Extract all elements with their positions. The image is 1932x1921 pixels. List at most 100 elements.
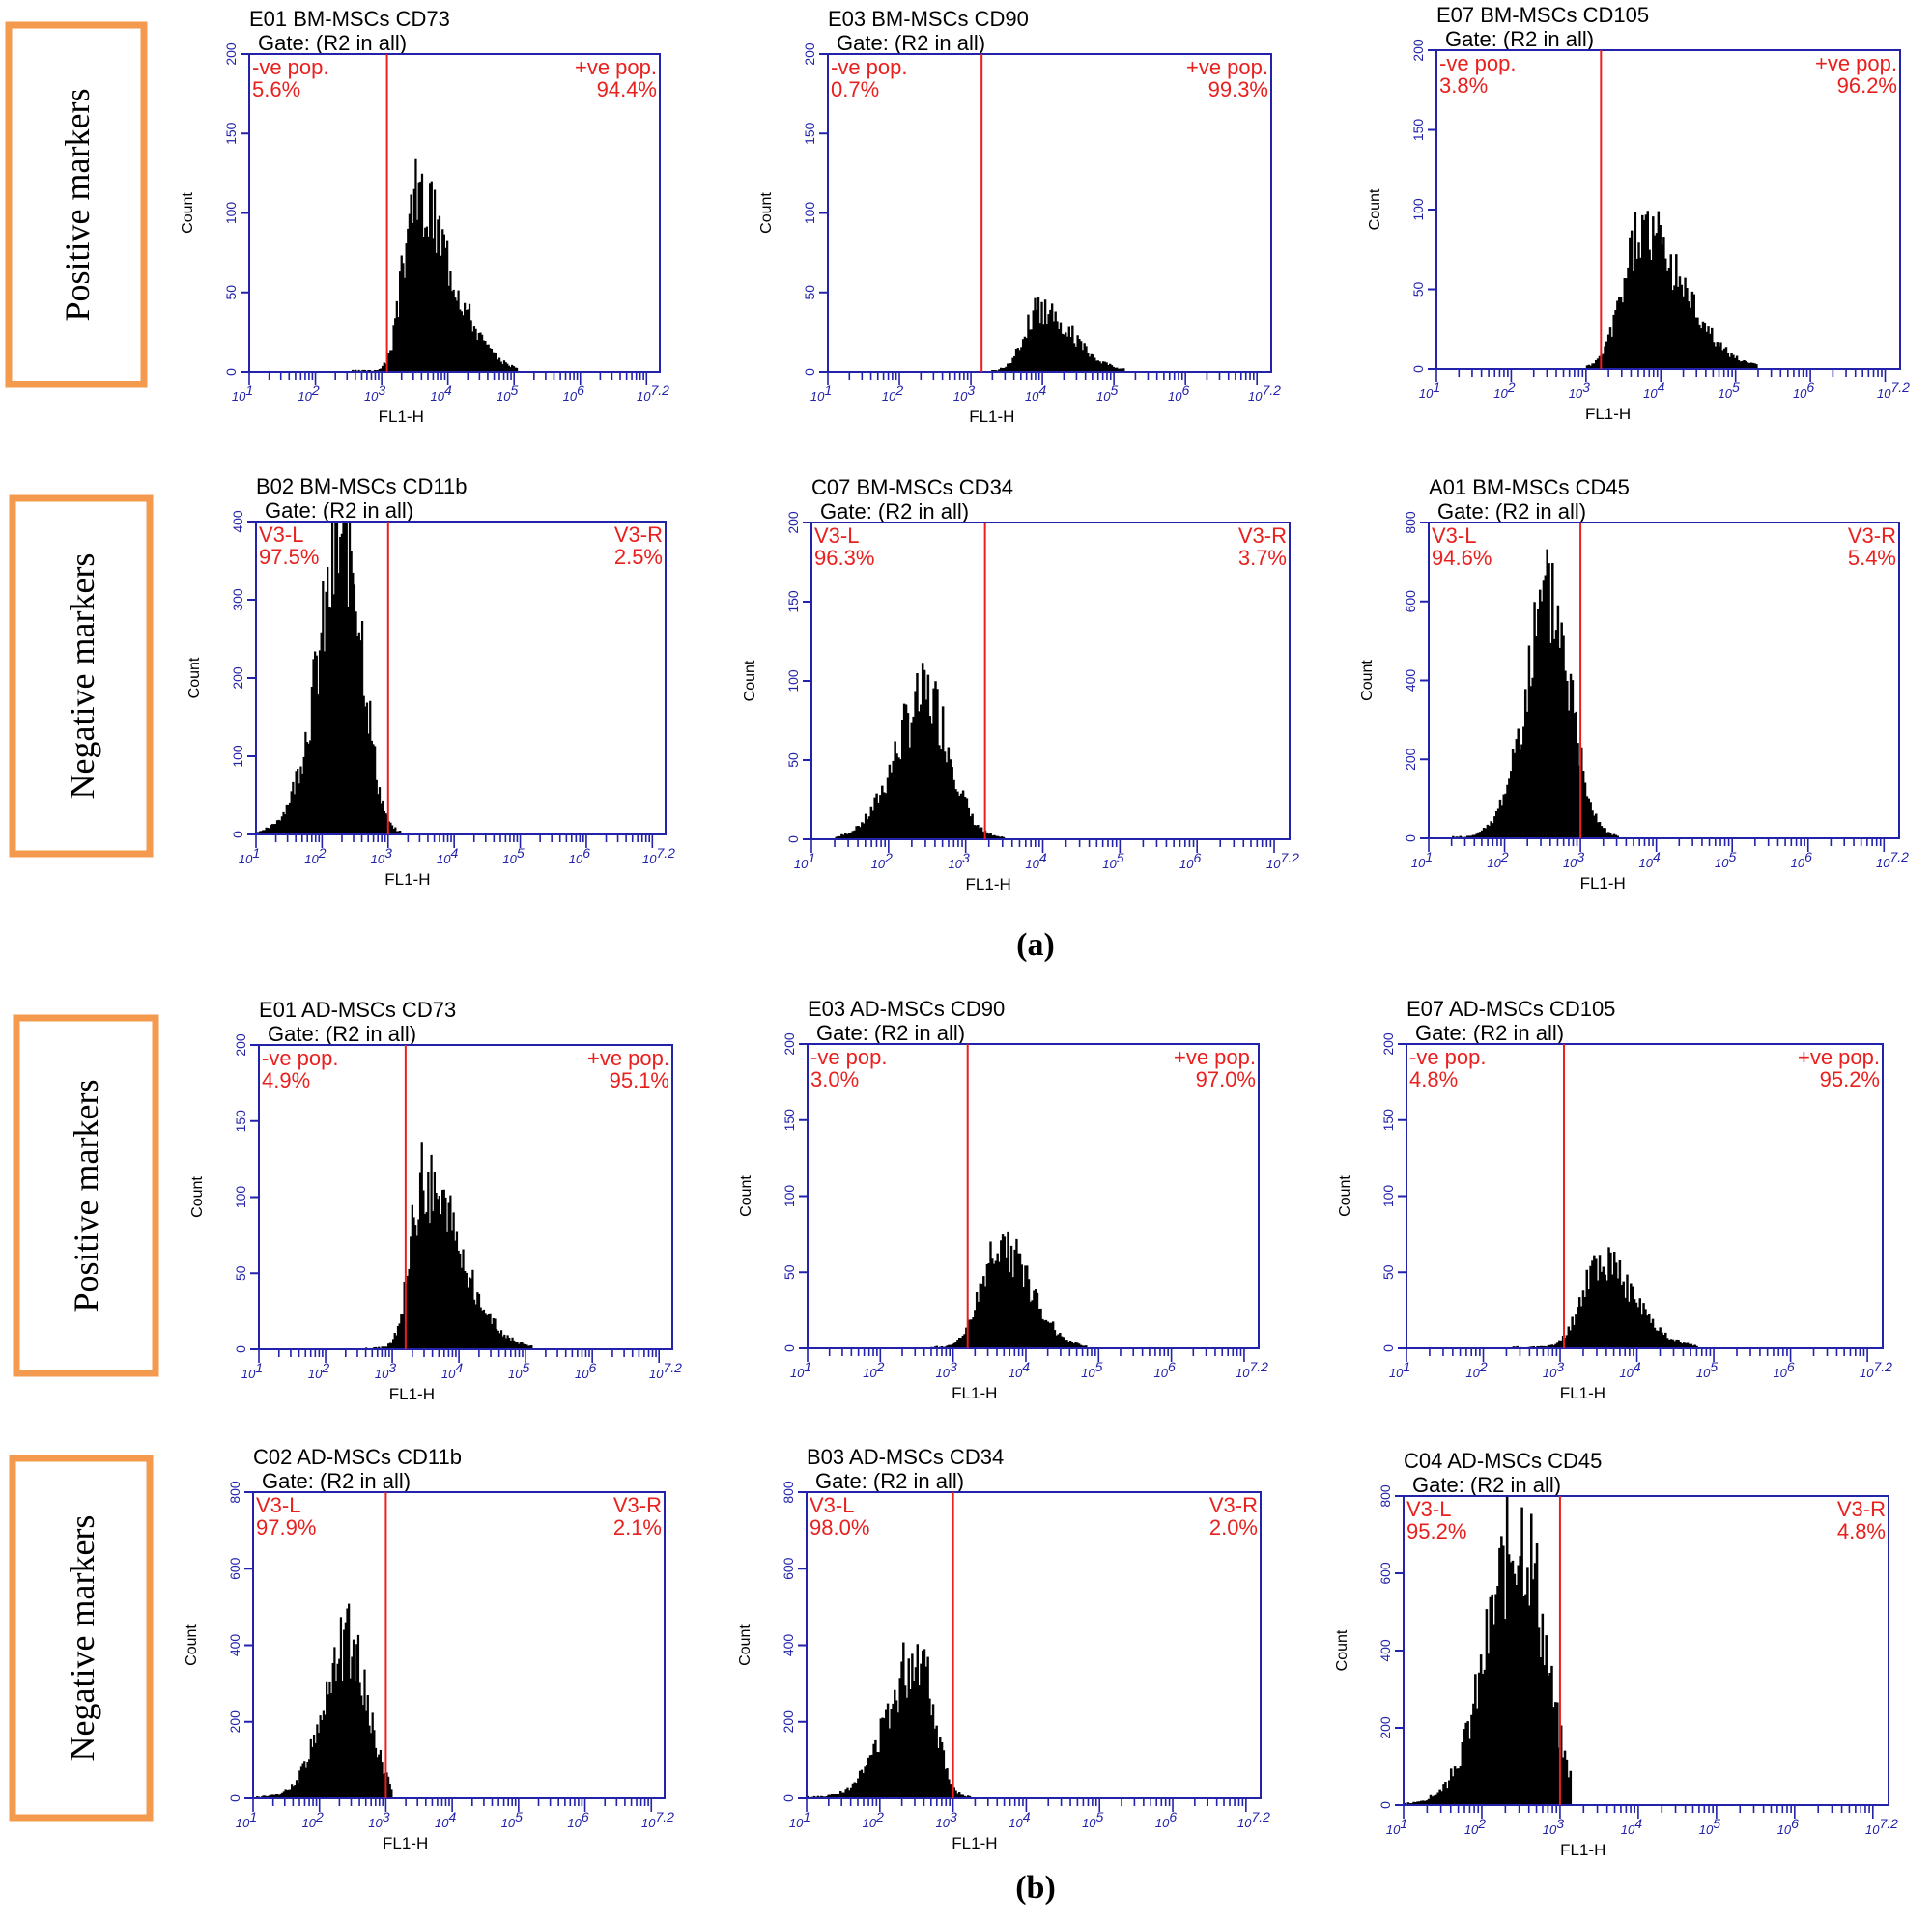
- left-region-value: 5.6%: [252, 77, 300, 101]
- left-region-value: 0.7%: [831, 77, 879, 101]
- x-tick-label: 107.2: [1236, 1359, 1268, 1380]
- y-tick-label: 50: [233, 1265, 248, 1281]
- gate-label: Gate: (R2 in all): [258, 31, 407, 55]
- histogram-bars: [252, 1603, 393, 1799]
- y-tick-label: 800: [1378, 1484, 1393, 1508]
- x-tick-label: 103: [935, 1809, 956, 1830]
- gate-label: Gate: (R2 in all): [268, 1022, 416, 1046]
- panel-title: C04 AD-MSCs CD45: [1404, 1449, 1602, 1473]
- x-tick-label: 104: [431, 382, 452, 404]
- x-tick-label: 104: [1621, 1816, 1642, 1837]
- subfigure-label-a: (a): [1016, 927, 1055, 963]
- histogram-bars: [991, 297, 1125, 373]
- y-tick-label: 50: [1410, 282, 1426, 297]
- left-region-label: -ve pop.: [810, 1045, 888, 1069]
- panel-title: B03 AD-MSCs CD34: [807, 1445, 1004, 1469]
- x-tick-label: 107.2: [637, 382, 669, 404]
- x-tick-label: 106: [1155, 1809, 1177, 1830]
- x-tick-label: 101: [790, 1359, 811, 1380]
- right-region-value: 2.0%: [1209, 1515, 1258, 1540]
- left-region-label: V3-L: [1406, 1497, 1451, 1521]
- histogram-bars: [1506, 1247, 1698, 1349]
- left-region-value: 97.9%: [256, 1515, 316, 1540]
- x-tick-label: 101: [1411, 849, 1433, 870]
- y-tick-label: 0: [223, 368, 239, 376]
- y-axis-label: Count: [180, 192, 196, 234]
- right-region-label: V3-R: [1837, 1497, 1886, 1521]
- x-tick-label: 101: [242, 1360, 263, 1381]
- y-tick-label: 200: [1378, 1716, 1393, 1739]
- y-tick-label: 50: [1380, 1264, 1396, 1280]
- right-region-label: +ve pop.: [1186, 55, 1268, 79]
- y-axis-label: Count: [1334, 1629, 1350, 1671]
- y-tick-label: 400: [230, 510, 245, 533]
- y-tick-label: 600: [1378, 1562, 1393, 1585]
- x-tick-label: 102: [871, 850, 893, 871]
- y-tick-label: 200: [785, 511, 801, 534]
- panel-title: B02 BM-MSCs CD11b: [256, 474, 467, 498]
- y-tick-label: 100: [785, 669, 801, 692]
- x-tick-label: 104: [1025, 850, 1046, 871]
- right-region-label: V3-R: [613, 1493, 662, 1517]
- x-tick-label: 106: [1793, 380, 1814, 401]
- x-tick-label: 107.2: [649, 1360, 682, 1381]
- x-axis-label: FL1-H: [383, 1834, 428, 1852]
- y-axis-label: Count: [186, 657, 203, 698]
- left-region-value: 95.2%: [1406, 1519, 1466, 1543]
- panel-title: E01 AD-MSCs CD73: [259, 998, 456, 1022]
- right-region-value: 2.5%: [614, 545, 663, 569]
- left-region-label: -ve pop.: [1439, 51, 1517, 75]
- right-region-label: +ve pop.: [1174, 1045, 1256, 1069]
- x-tick-label: 103: [1569, 380, 1590, 401]
- y-tick-label: 600: [1403, 590, 1418, 613]
- gate-label: Gate: (R2 in all): [265, 498, 413, 523]
- right-region-label: +ve pop.: [1815, 51, 1897, 75]
- plot-frame: [1428, 522, 1900, 839]
- x-tick-label: 105: [1082, 1809, 1103, 1830]
- y-tick-label: 100: [230, 745, 245, 768]
- x-tick-label: 107.2: [1266, 850, 1299, 871]
- x-tick-label: 102: [1465, 1359, 1487, 1380]
- x-tick-label: 102: [863, 1359, 884, 1380]
- panel-title: A01 BM-MSCs CD45: [1429, 475, 1630, 499]
- panel-title: E03 AD-MSCs CD90: [808, 997, 1005, 1021]
- row-label-box-a-positive: Positive markers: [5, 21, 148, 388]
- x-tick-label: 101: [810, 382, 832, 404]
- histogram-bars: [1452, 549, 1619, 839]
- left-region-value: 98.0%: [810, 1515, 869, 1540]
- x-tick-label: 103: [375, 1360, 396, 1381]
- left-region-value: 97.5%: [259, 545, 319, 569]
- row-label-box-b-negative: Negative markers: [9, 1455, 154, 1822]
- x-tick-label: 104: [435, 1809, 456, 1830]
- gate-label: Gate: (R2 in all): [1445, 27, 1594, 51]
- x-tick-label: 107.2: [642, 845, 675, 866]
- x-tick-label: 102: [304, 845, 326, 866]
- x-tick-label: 103: [1543, 1359, 1564, 1380]
- y-tick-label: 150: [785, 590, 801, 613]
- x-tick-label: 101: [794, 850, 815, 871]
- x-tick-label: 102: [298, 382, 319, 404]
- y-tick-label: 0: [781, 1794, 796, 1802]
- x-tick-label: 106: [1168, 382, 1189, 404]
- x-tick-label: 107.2: [1237, 1809, 1270, 1830]
- plot-frame: [1406, 1043, 1884, 1349]
- right-region-value: 97.0%: [1196, 1067, 1256, 1091]
- y-tick-label: 200: [1403, 748, 1418, 771]
- panel-title: C07 BM-MSCs CD34: [811, 475, 1013, 499]
- y-tick-label: 150: [781, 1109, 797, 1132]
- y-tick-label: 400: [227, 1634, 242, 1657]
- x-tick-label: 105: [501, 1809, 523, 1830]
- x-tick-label: 107.2: [641, 1809, 674, 1830]
- x-tick-label: 107.2: [1876, 849, 1909, 870]
- x-tick-label: 104: [1643, 380, 1664, 401]
- y-tick-label: 150: [223, 122, 239, 145]
- x-tick-label: 103: [364, 382, 385, 404]
- right-region-value: 2.1%: [613, 1515, 662, 1540]
- x-tick-label: 105: [1699, 1816, 1720, 1837]
- x-axis-label: FL1-H: [379, 408, 424, 426]
- x-tick-label: 107.2: [1877, 380, 1910, 401]
- y-tick-label: 400: [1403, 669, 1418, 692]
